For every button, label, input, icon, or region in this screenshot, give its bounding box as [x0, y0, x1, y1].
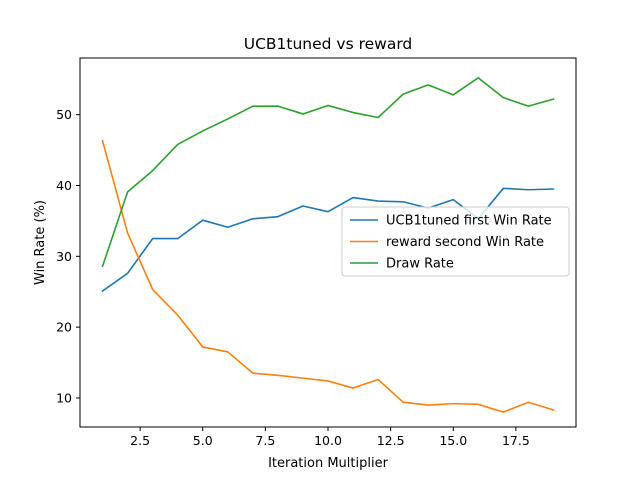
series-line-3	[101, 77, 555, 268]
x-tick-label: 5.0	[193, 433, 213, 448]
legend-label-3: Draw Rate	[386, 257, 454, 272]
x-tick-label: 2.5	[130, 433, 150, 448]
y-tick-label: 30	[56, 249, 72, 264]
y-tick-label: 20	[56, 320, 72, 335]
x-tick-label: 15.0	[439, 433, 467, 448]
x-tick-label: 12.5	[377, 433, 405, 448]
y-tick-label: 10	[56, 390, 72, 405]
legend-label-2: reward second Win Rate	[386, 235, 544, 250]
x-tick-label: 17.5	[502, 433, 530, 448]
series-line-2	[101, 139, 555, 413]
y-axis-ticks: 10 20 30 40 50	[56, 107, 80, 405]
x-axis-ticks: 2.5 5.0 7.5 10.0 12.5 15.0 17.5	[130, 427, 530, 448]
y-tick-label: 40	[56, 178, 72, 193]
legend: UCB1tuned first Win Rate reward second Wi…	[341, 206, 570, 277]
legend-label-1: UCB1tuned first Win Rate	[386, 214, 552, 229]
legend-box	[341, 206, 570, 277]
x-axis-title: Iteration Multiplier	[268, 456, 389, 471]
plot-frame	[79, 57, 577, 428]
chart-title: UCB1tuned vs reward	[244, 35, 413, 53]
y-axis-title: Win Rate (%)	[33, 200, 48, 285]
x-tick-label: 7.5	[255, 433, 275, 448]
x-tick-label: 10.0	[314, 433, 342, 448]
y-tick-label: 50	[56, 107, 72, 122]
